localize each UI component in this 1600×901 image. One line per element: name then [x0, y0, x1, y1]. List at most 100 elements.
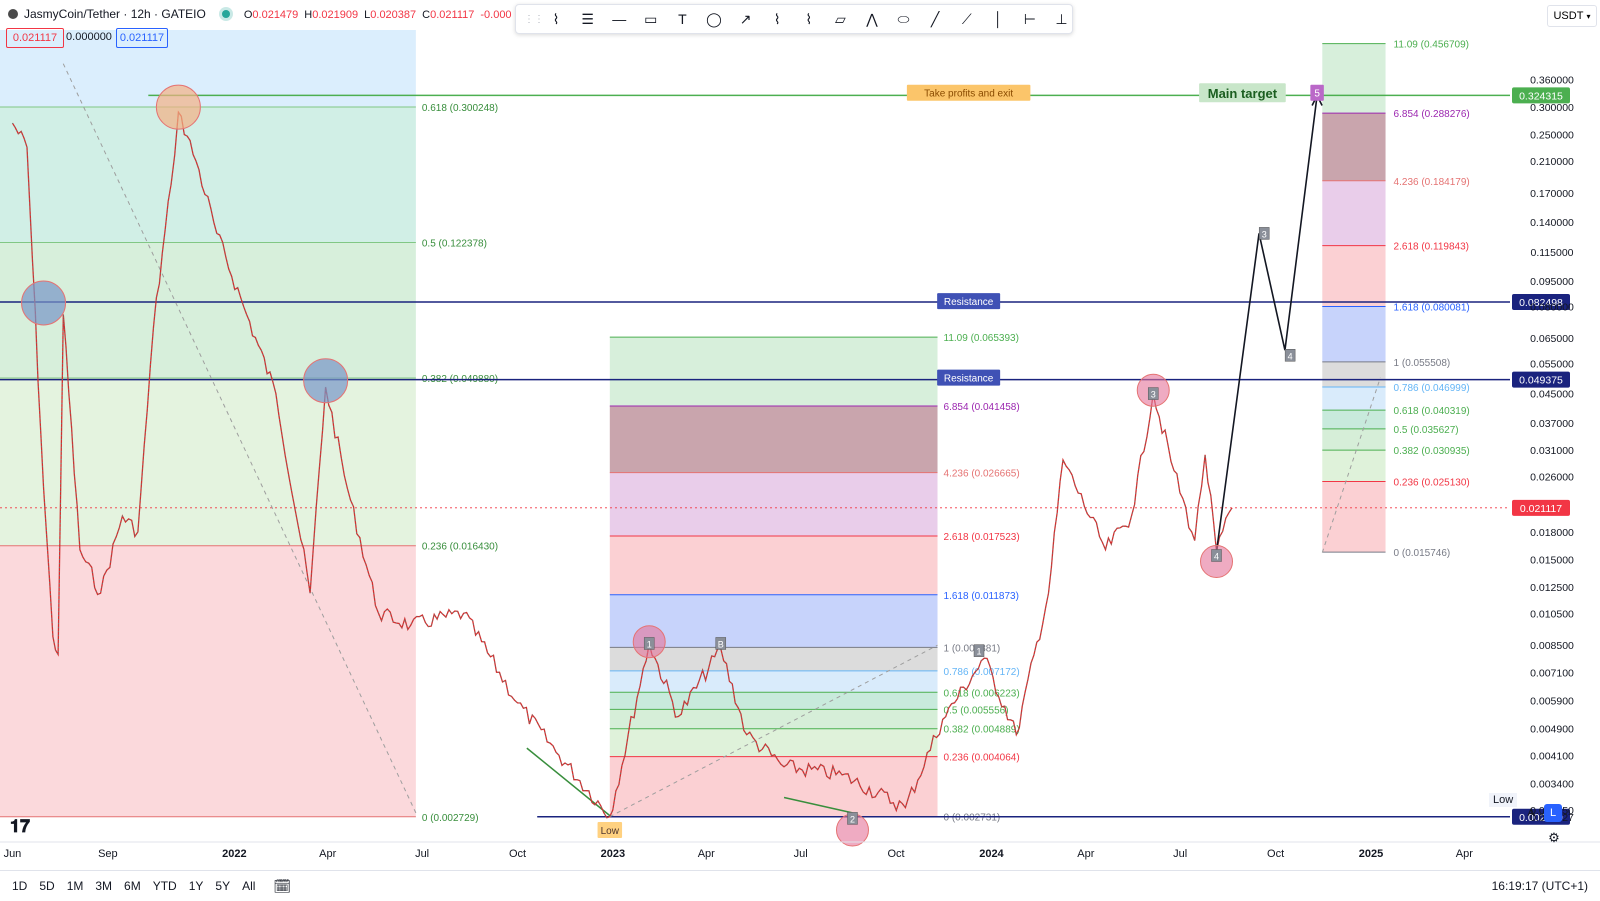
currency-selector[interactable]: USDT ▾ [1547, 5, 1597, 27]
fib-mid-zone [609, 337, 938, 406]
elliott-wave-icon[interactable]: ⌇ [552, 10, 560, 27]
fib-mid-label: 6.854 (0.041458) [944, 402, 1020, 413]
sell-price-box[interactable]: 0.021117 [6, 28, 64, 48]
fib-left-zone [0, 107, 416, 243]
horizontal-ray-icon[interactable]: — [612, 11, 627, 27]
price-axis-tick: 0.055000 [1530, 358, 1574, 370]
wave-label: 2 [850, 814, 855, 824]
range-5d[interactable]: 5D [39, 879, 55, 893]
fib-right-zone [1322, 428, 1386, 451]
anchor-line-icon[interactable]: ⊥ [1055, 10, 1068, 27]
calendar-goto-icon[interactable]: 🗓 [273, 877, 292, 894]
fib-right-label: 0 (0.015746) [1394, 548, 1451, 559]
auto-scale-button[interactable]: A [1527, 807, 1535, 819]
wave-label-box [1147, 387, 1159, 400]
time-axis-tick: Jul [415, 848, 429, 860]
range-ytd[interactable]: YTD [152, 879, 177, 893]
range-1m[interactable]: 1M [66, 879, 84, 893]
fib-mid-label: 0 (0.002731) [944, 813, 1001, 824]
range-5y[interactable]: 5Y [215, 879, 231, 893]
scale-low-label: Low [1489, 793, 1518, 807]
price-axis-tick: 0.012500 [1530, 582, 1574, 594]
fib-mid-zone [609, 535, 938, 595]
wave-label: 1 [977, 647, 982, 657]
vertical-line-icon[interactable]: │ [993, 11, 1003, 27]
legend-header: JasmyCoin/Tether · 12h · GATEIO O0.02147… [0, 0, 518, 28]
annotation-box [597, 822, 623, 838]
elliott-triangle-icon[interactable]: ⋀ [866, 10, 878, 27]
log-scale-button[interactable]: L [1544, 804, 1562, 822]
fib-mid-zone [609, 692, 938, 710]
wave-label: 4 [1214, 551, 1219, 561]
highlight-circle [303, 358, 349, 404]
time-axis-tick: 2022 [222, 848, 246, 860]
fib-left-zone [0, 242, 416, 379]
fib-mid-zone [609, 647, 938, 671]
trend-line-icon[interactable]: ╱ [930, 10, 940, 27]
ohlc-change: -0.000 [480, 9, 512, 21]
fib-right-label: 11.09 (0.456709) [1394, 40, 1469, 51]
text-icon[interactable]: T [678, 11, 687, 27]
time-axis-tick: Apr [1077, 848, 1094, 860]
range-3m[interactable]: 3M [95, 879, 113, 893]
path-arrow-icon[interactable]: ↗ [739, 10, 752, 27]
dashed-trend-line [62, 63, 417, 814]
wave-abc-icon[interactable]: ⌇ [805, 10, 813, 27]
price-axis-tick: 0.210000 [1530, 156, 1574, 168]
settings-gear-icon[interactable]: ⚙ [1548, 830, 1560, 845]
tradingview-logo-icon[interactable]: 𝟏𝟕 [10, 816, 31, 836]
fib-mid-zone [609, 709, 938, 729]
fib-right-zone [1322, 387, 1386, 411]
price-axis-tick: 0.007100 [1530, 667, 1574, 679]
time-axis-tick: Apr [319, 848, 336, 860]
drawing-toolbar: ⋮⋮ ⌇ ☰ — ▭ T ◯ ↗ ⌇ ⌇ ▱ ⋀ ⬭ ╱ ⟋ │ ⊢ ⊥ [515, 4, 1073, 34]
ohlc-values: O0.021479 H0.021909 L0.020387 C0.021117 -0.0… [244, 7, 518, 21]
price-axis-tick: 0.095000 [1530, 276, 1574, 288]
range-all[interactable]: All [242, 879, 256, 893]
price-axis-tick: 0.003400 [1530, 779, 1574, 791]
toolbar-grip-icon[interactable]: ⋮⋮ [524, 13, 544, 25]
ellipse-tool-icon[interactable]: ◯ [706, 10, 722, 27]
price-range-icon[interactable]: ⊢ [1023, 10, 1036, 27]
price-axis-tick: 0.004100 [1530, 750, 1574, 762]
ohlc-c: C0.021117 [422, 9, 475, 21]
fib-right-label: 1 (0.055508) [1394, 358, 1451, 369]
fib-right-label: 0.382 (0.030935) [1394, 446, 1470, 457]
parallel-lines-icon[interactable]: ☰ [581, 10, 594, 27]
rectangle-icon[interactable]: ▭ [644, 10, 658, 27]
spread-value: 0.000000 [66, 31, 112, 43]
callout-icon[interactable]: ▱ [834, 10, 846, 27]
rotated-rect-icon[interactable]: ⬭ [897, 10, 910, 27]
annotation-label: Take profits and exit [924, 89, 1013, 100]
range-1d[interactable]: 1D [12, 879, 28, 893]
range-6m[interactable]: 6M [124, 879, 141, 893]
wave-wxy-icon[interactable]: ⌇ [773, 10, 781, 27]
price-axis-tick: 0.037000 [1530, 418, 1574, 430]
price-axis-tick: 0.080000 [1530, 302, 1574, 314]
fib-left-zone [0, 545, 416, 817]
fib-right-label: 2.618 (0.119843) [1394, 242, 1469, 253]
dashed-trend-line [1321, 377, 1381, 553]
range-1y[interactable]: 1Y [188, 879, 204, 893]
polyline-icon[interactable]: ⟋ [961, 10, 972, 27]
time-axis-tick: Jul [1173, 848, 1187, 860]
time-axis-tick: Oct [887, 848, 904, 860]
highlight-circle [155, 84, 201, 130]
fib-right-zone [1322, 481, 1386, 553]
fib-left-label: 0.618 (0.300248) [422, 103, 498, 114]
projection-path [1215, 95, 1318, 552]
symbol-logo-icon [8, 9, 18, 19]
annotation-box [937, 369, 1001, 386]
green-trend-line [526, 747, 611, 817]
fib-right-zone [1322, 450, 1386, 482]
price-axis-tick: 0.250000 [1530, 130, 1574, 142]
fib-right-zone [1322, 306, 1386, 362]
buy-price-box[interactable]: 0.021117 [116, 28, 168, 48]
price-axis-badge-label: 0.049375 [1519, 375, 1563, 387]
dashed-trend-line [609, 644, 938, 818]
price-axis-tick: 0.008500 [1530, 640, 1574, 652]
symbol-title[interactable]: JasmyCoin/Tether · 12h · GATEIO [24, 7, 206, 21]
price-axis-tick: 0.170000 [1530, 188, 1574, 200]
price-axis-tick: 0.300000 [1530, 102, 1574, 114]
